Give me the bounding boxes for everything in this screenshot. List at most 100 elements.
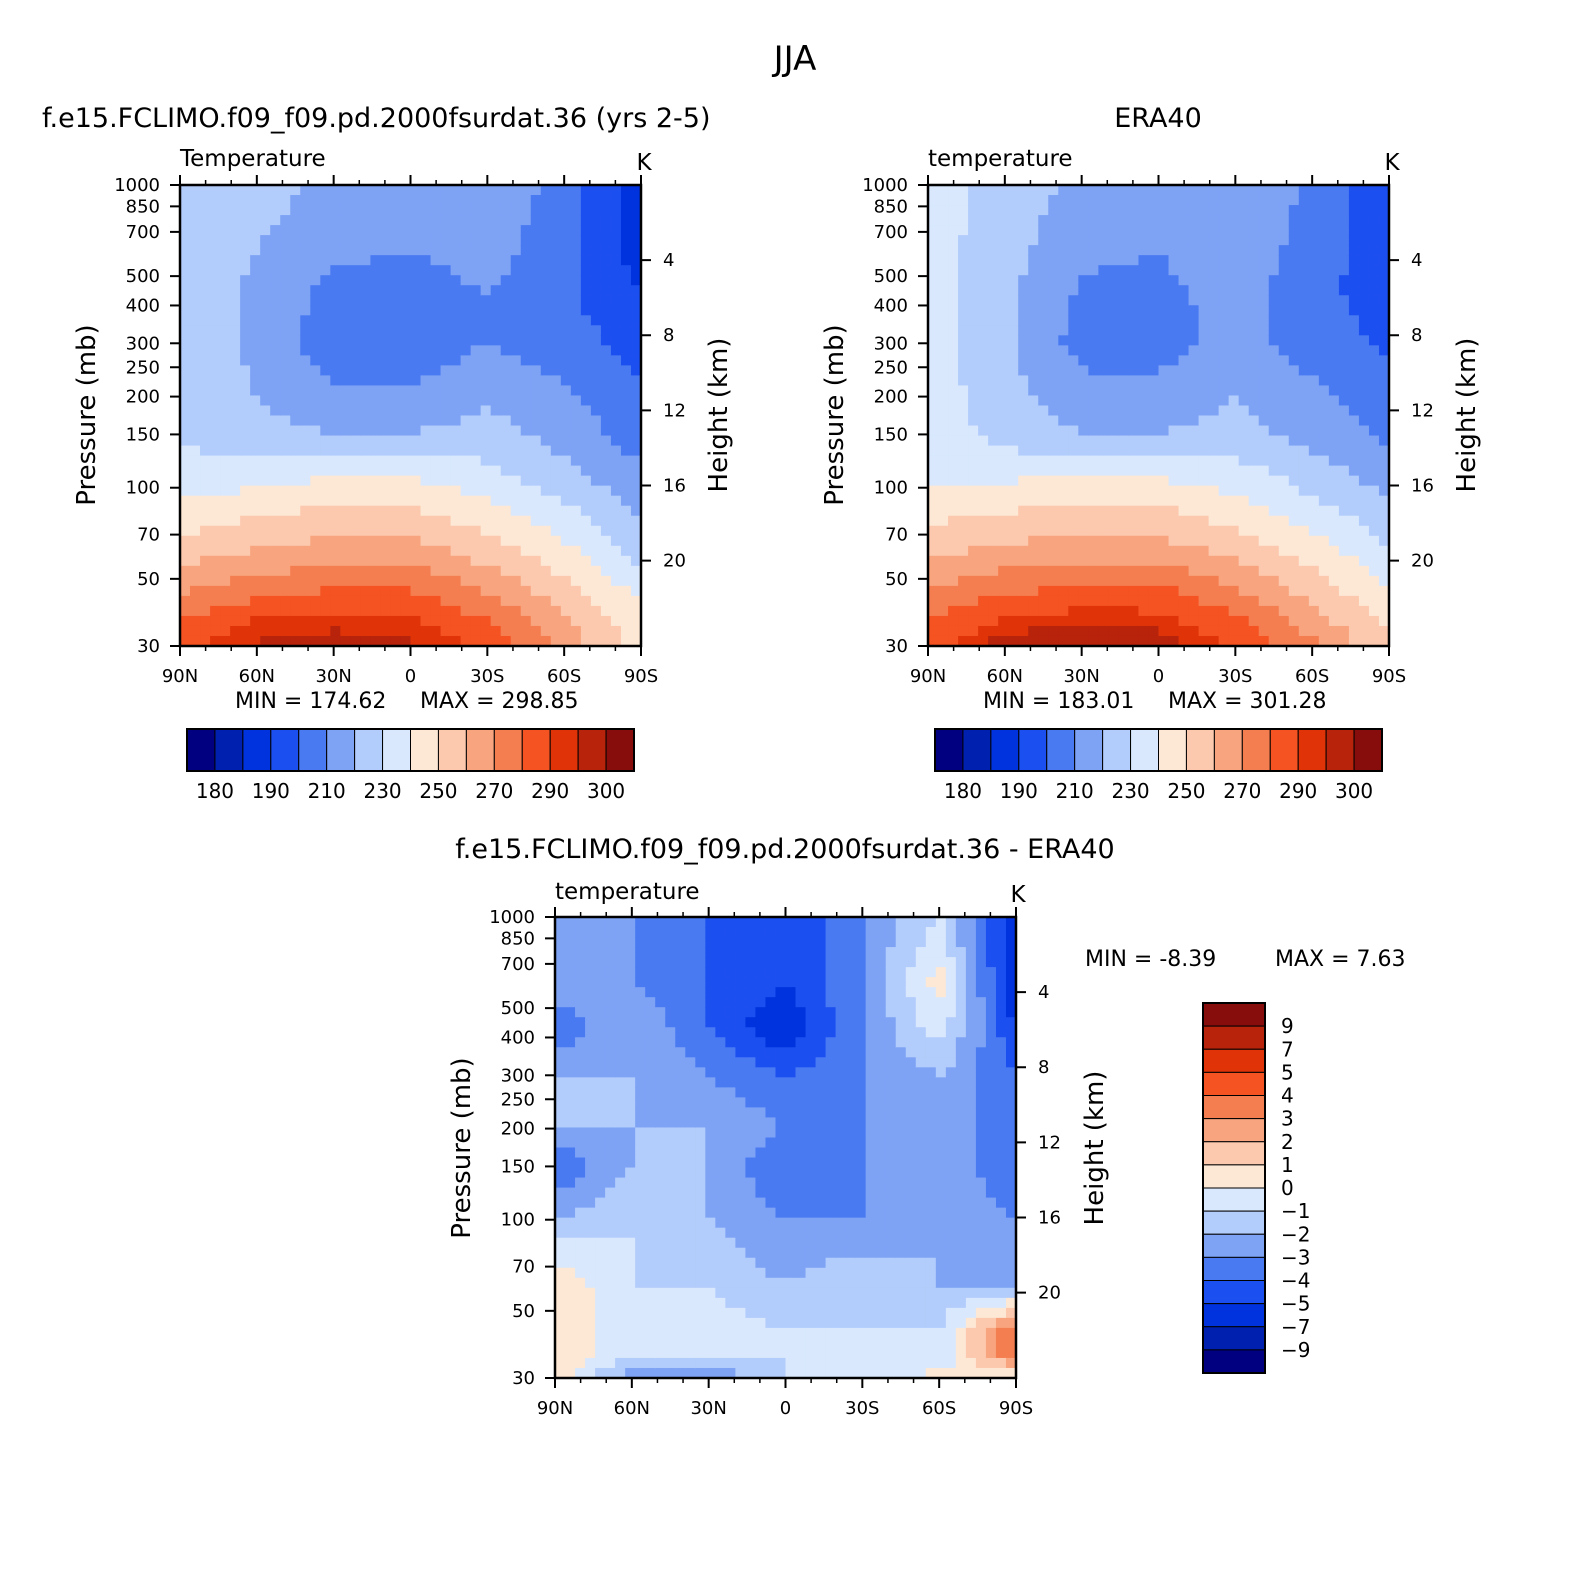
field-cell bbox=[1329, 456, 1340, 467]
field-cell bbox=[300, 255, 311, 266]
field-cell bbox=[1269, 255, 1280, 266]
field-cell bbox=[605, 1188, 616, 1199]
field-cell bbox=[1048, 315, 1059, 326]
field-cell bbox=[521, 466, 532, 477]
field-cell bbox=[1108, 566, 1119, 577]
field-cell bbox=[948, 486, 959, 497]
field-cell bbox=[300, 536, 311, 547]
field-cell bbox=[421, 325, 432, 336]
field-cell bbox=[350, 215, 361, 226]
field-cell bbox=[978, 305, 989, 316]
field-cell bbox=[190, 536, 201, 547]
field-cell bbox=[621, 195, 632, 206]
field-cell bbox=[320, 265, 331, 276]
field-cell bbox=[350, 506, 361, 517]
field-cell bbox=[521, 546, 532, 557]
field-cell bbox=[230, 596, 241, 607]
field-cell bbox=[621, 486, 632, 497]
field-cell bbox=[400, 436, 411, 447]
field-cell bbox=[1219, 626, 1230, 637]
field-cell bbox=[988, 446, 999, 457]
pressure-tick-label: 500 bbox=[126, 266, 160, 287]
field-cell bbox=[1068, 446, 1079, 457]
field-cell bbox=[531, 345, 542, 356]
field-cell bbox=[400, 195, 411, 206]
field-cell bbox=[1088, 576, 1099, 587]
field-cell bbox=[1028, 536, 1039, 547]
field-cell bbox=[370, 225, 381, 236]
field-cell bbox=[1299, 626, 1310, 637]
panel-2-plot: 3050701001502002503004005007008501000201… bbox=[862, 175, 1434, 687]
field-cell bbox=[541, 385, 552, 396]
field-cell bbox=[180, 205, 191, 216]
field-cell bbox=[310, 446, 321, 457]
field-cell bbox=[1098, 466, 1109, 477]
field-cell bbox=[948, 456, 959, 467]
field-cell bbox=[1159, 315, 1170, 326]
field-cell bbox=[390, 385, 401, 396]
field-cell bbox=[1329, 496, 1340, 507]
field-cell bbox=[1138, 255, 1149, 266]
field-cell bbox=[471, 255, 482, 266]
field-cell bbox=[605, 1258, 616, 1269]
field-cell bbox=[565, 1248, 576, 1259]
field-cell bbox=[565, 1137, 576, 1148]
field-cell bbox=[1269, 466, 1280, 477]
field-cell bbox=[1128, 456, 1139, 467]
field-cell bbox=[1369, 395, 1380, 406]
field-cell bbox=[270, 195, 281, 206]
field-cell bbox=[1179, 486, 1190, 497]
field-cell bbox=[958, 375, 969, 386]
field-cell bbox=[1359, 285, 1370, 296]
field-cell bbox=[655, 1137, 666, 1148]
field-cell bbox=[561, 365, 572, 376]
field-cell bbox=[1098, 606, 1109, 617]
field-cell bbox=[541, 566, 552, 577]
field-cell bbox=[1369, 516, 1380, 527]
field-cell bbox=[1128, 626, 1139, 637]
field-cell bbox=[625, 1338, 636, 1349]
field-cell bbox=[551, 255, 562, 266]
field-cell bbox=[1249, 355, 1260, 366]
field-cell bbox=[260, 395, 271, 406]
field-cell bbox=[1088, 295, 1099, 306]
colorbar-label: 290 bbox=[531, 779, 569, 803]
field-cell bbox=[1128, 305, 1139, 316]
field-cell bbox=[1048, 616, 1059, 627]
field-cell bbox=[561, 526, 572, 537]
field-cell bbox=[471, 506, 482, 517]
field-cell bbox=[511, 496, 522, 507]
field-cell bbox=[998, 446, 1009, 457]
field-cell bbox=[1048, 235, 1059, 246]
field-cell bbox=[390, 295, 401, 306]
field-cell bbox=[1128, 606, 1139, 617]
field-cell bbox=[320, 516, 331, 527]
field-cell bbox=[1148, 486, 1159, 497]
field-cell bbox=[591, 456, 602, 467]
field-cell bbox=[958, 275, 969, 286]
field-cell bbox=[1038, 225, 1049, 236]
field-cell bbox=[1189, 335, 1200, 346]
field-cell bbox=[280, 325, 291, 336]
field-cell bbox=[988, 215, 999, 226]
field-cell bbox=[411, 235, 422, 246]
field-cell bbox=[1169, 185, 1180, 196]
field-cell bbox=[340, 486, 351, 497]
field-cell bbox=[1028, 506, 1039, 517]
field-cell bbox=[1269, 506, 1280, 517]
field-cell bbox=[1249, 476, 1260, 487]
field-cell bbox=[565, 987, 576, 998]
field-cell bbox=[595, 937, 606, 948]
field-cell bbox=[591, 616, 602, 627]
field-cell bbox=[240, 526, 251, 537]
field-cell bbox=[988, 416, 999, 427]
field-cell bbox=[531, 516, 542, 527]
field-cell bbox=[948, 596, 959, 607]
field-cell bbox=[431, 526, 442, 537]
field-cell bbox=[501, 375, 512, 386]
field-cell bbox=[1138, 516, 1149, 527]
field-cell bbox=[1068, 315, 1079, 326]
field-cell bbox=[1319, 486, 1330, 497]
field-cell bbox=[491, 315, 502, 326]
field-cell bbox=[1269, 225, 1280, 236]
